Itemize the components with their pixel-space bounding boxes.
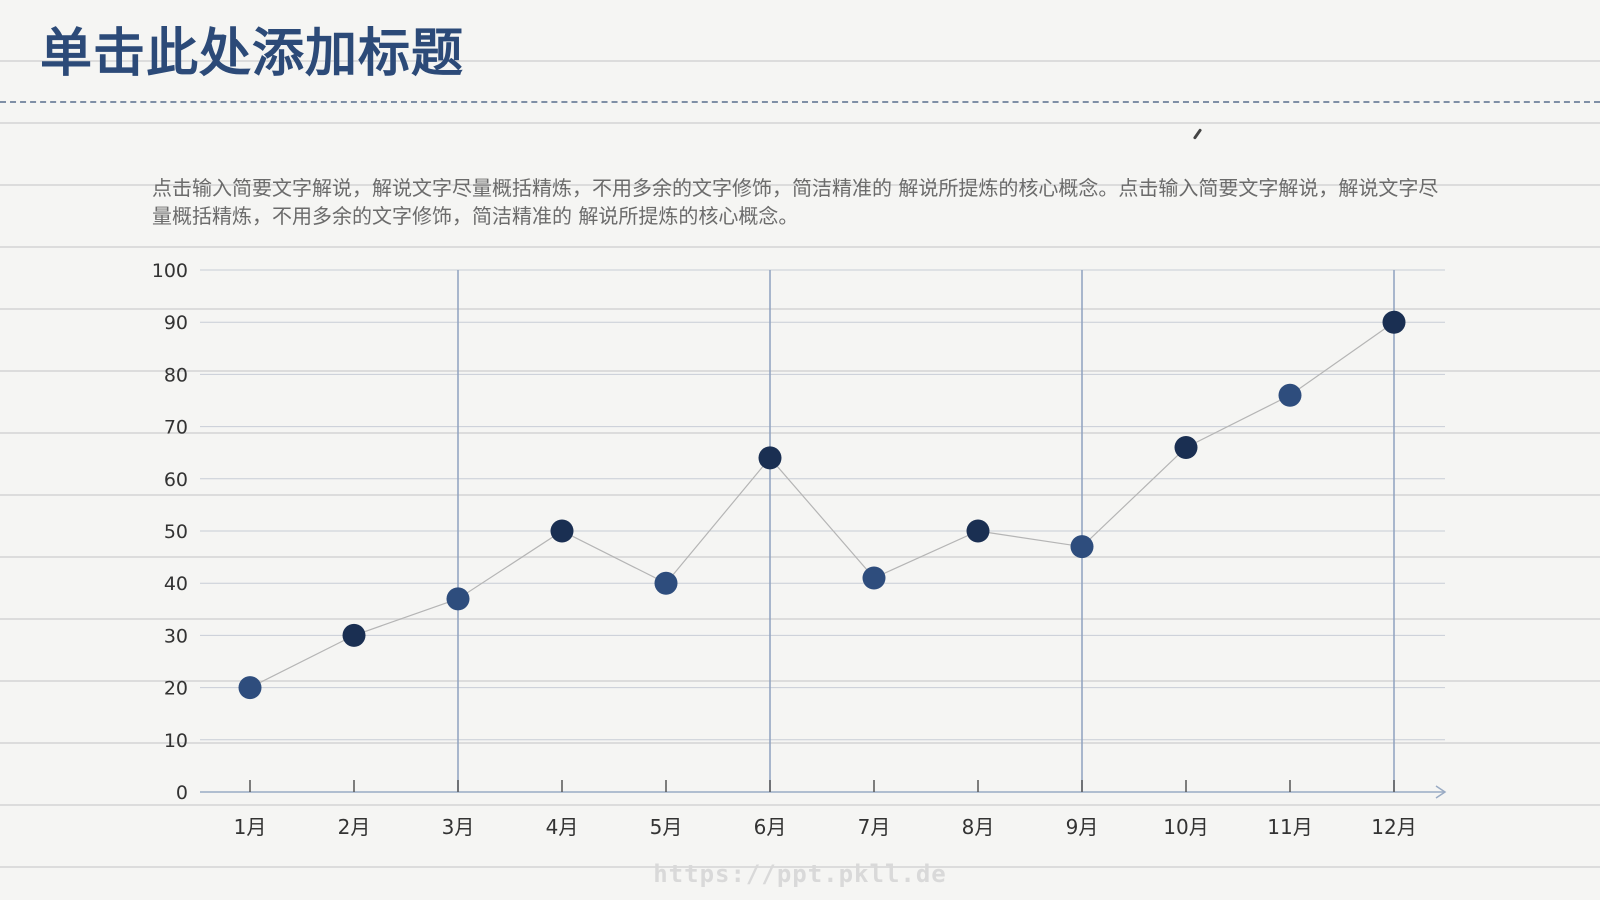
y-tick-label: 60 xyxy=(164,469,188,491)
x-tick-label: 7月 xyxy=(858,815,891,839)
y-tick-label: 100 xyxy=(152,260,188,282)
gridlines xyxy=(200,269,1445,741)
data-point xyxy=(966,519,990,543)
x-tick-label: 4月 xyxy=(546,815,579,839)
y-tick-label: 0 xyxy=(176,782,188,804)
highlight-lines xyxy=(457,270,1395,792)
y-tick-label: 80 xyxy=(164,364,188,386)
x-axis xyxy=(200,780,1447,799)
data-point xyxy=(1174,435,1198,459)
data-point xyxy=(758,446,782,470)
data-series xyxy=(238,310,1406,700)
y-tick-label: 20 xyxy=(164,678,188,700)
x-axis-arrow xyxy=(1435,785,1447,799)
data-point xyxy=(862,566,886,590)
x-tick-label: 5月 xyxy=(650,815,683,839)
x-tick-label: 8月 xyxy=(962,815,995,839)
y-tick-label: 10 xyxy=(164,730,188,752)
y-tick-label: 90 xyxy=(164,312,188,334)
x-tick-label: 2月 xyxy=(338,815,371,839)
data-point xyxy=(342,623,366,647)
summary-text: 点击输入简要文字解说，解说文字尽量概括精炼，不用多余的文字修饰，简洁精准的 解说… xyxy=(152,176,1439,228)
data-point xyxy=(654,571,678,595)
data-point xyxy=(446,587,470,611)
data-point xyxy=(1382,310,1406,334)
y-tick-labels: 0 10 20 30 40 50 60 70 80 90 100 xyxy=(152,260,188,804)
x-tick-label: 12月 xyxy=(1371,815,1416,839)
data-point xyxy=(1278,383,1302,407)
y-tick-label: 70 xyxy=(164,417,188,439)
y-tick-label: 30 xyxy=(164,625,188,647)
x-tick-label: 1月 xyxy=(234,815,267,839)
series-line xyxy=(249,321,1395,689)
x-tick-label: 9月 xyxy=(1066,815,1099,839)
y-tick-label: 40 xyxy=(164,573,188,595)
x-tick-label: 10月 xyxy=(1163,815,1208,839)
data-point xyxy=(1070,535,1094,559)
line-chart: 0 10 20 30 40 50 60 70 80 90 100 1月 2月 3月 4月 5月 6月 7月 8月 9… xyxy=(152,260,1447,839)
x-tick-label: 3月 xyxy=(442,815,475,839)
watermark-url: https://ppt.pkll.de xyxy=(653,860,947,888)
slide-title: 单击此处添加标题 xyxy=(40,24,465,84)
y-tick-label: 50 xyxy=(164,521,188,543)
x-tick-labels: 1月 2月 3月 4月 5月 6月 7月 8月 9月 10月 11月 12月 xyxy=(234,815,1417,839)
data-point xyxy=(550,519,574,543)
x-tick-label: 6月 xyxy=(754,815,787,839)
x-tick-label: 11月 xyxy=(1267,815,1312,839)
data-point xyxy=(238,676,262,700)
title-divider xyxy=(0,101,1600,103)
